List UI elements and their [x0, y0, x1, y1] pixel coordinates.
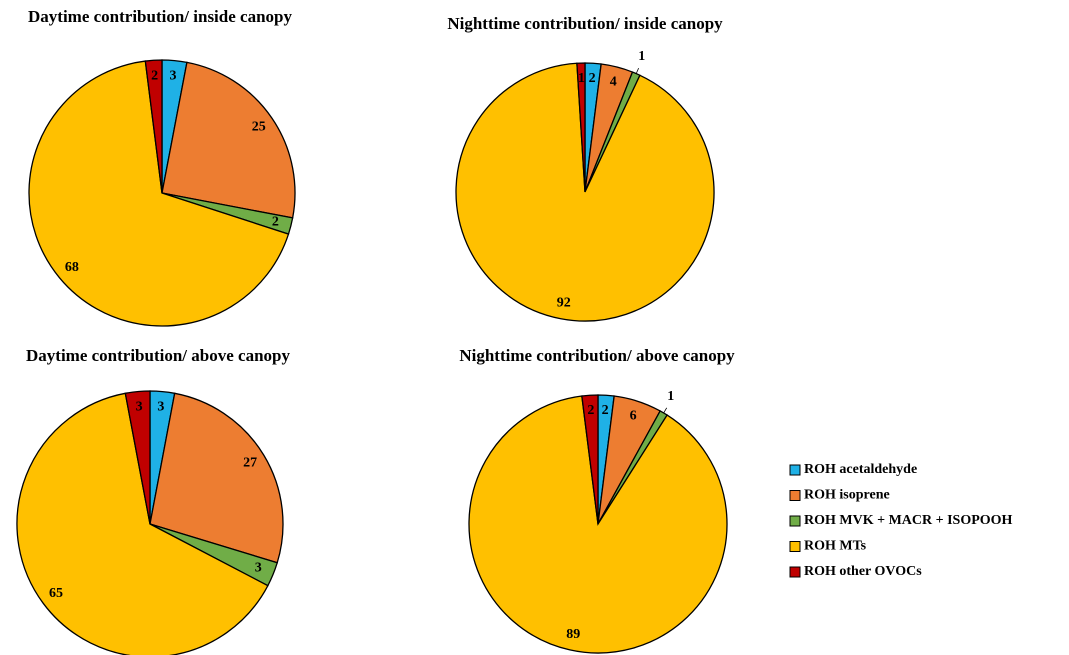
- data-label: 3: [157, 400, 164, 415]
- data-label: 25: [252, 119, 266, 134]
- leader-line: [663, 407, 668, 414]
- data-label: 2: [602, 403, 609, 418]
- legend-swatch: [789, 541, 801, 552]
- data-label: 3: [136, 400, 143, 415]
- legend-swatch: [789, 566, 801, 578]
- legend-label: ROH isoprene: [804, 488, 890, 503]
- data-label: 2: [589, 71, 596, 86]
- pie-slice: [581, 394, 599, 525]
- data-label: 6: [630, 408, 637, 423]
- legend-label: ROH MTs: [804, 539, 867, 554]
- data-label: 4: [610, 74, 617, 89]
- data-label: 27: [243, 456, 257, 471]
- legend-swatch: [789, 464, 801, 476]
- pie-slice: [161, 61, 296, 219]
- data-label: 89: [566, 627, 580, 642]
- pie-slice: [28, 60, 290, 327]
- legend-label: ROH MVK + MACR + ISOPOOH: [804, 513, 1013, 528]
- legend-label: ROH acetaldehyde: [804, 462, 917, 477]
- chart-title: Daytime contribution/ above canopy: [26, 346, 290, 365]
- data-label: 3: [255, 561, 262, 576]
- chart-title: Nighttime contribution/ above canopy: [459, 346, 735, 365]
- data-label: 2: [587, 403, 594, 418]
- data-label: 3: [170, 69, 177, 84]
- data-label: 1: [578, 71, 585, 86]
- pie-slice: [124, 390, 151, 525]
- data-label: 1: [638, 49, 645, 64]
- pie-slice: [144, 59, 163, 194]
- data-label: 1: [667, 389, 674, 404]
- data-label: 65: [49, 586, 63, 601]
- data-label: 68: [65, 260, 79, 275]
- data-label: 2: [151, 68, 158, 83]
- legend-swatch: [789, 515, 801, 527]
- pie-slice: [455, 62, 715, 322]
- leader-line: [635, 67, 639, 74]
- chart-title: Daytime contribution/ inside canopy: [28, 7, 292, 26]
- chart-title: Nighttime contribution/ inside canopy: [447, 14, 723, 33]
- pie-slice: [16, 392, 269, 655]
- pie-slice: [576, 62, 586, 193]
- data-label: 2: [272, 214, 279, 229]
- pie-slice: [468, 395, 728, 654]
- pie-slice: [149, 392, 284, 564]
- legend-label: ROH other OVOCs: [804, 564, 922, 579]
- data-label: 92: [557, 296, 571, 311]
- legend-swatch: [789, 490, 801, 501]
